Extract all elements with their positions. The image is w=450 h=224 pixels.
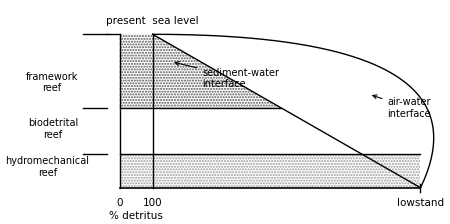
Text: biodetrital
reef: biodetrital reef bbox=[28, 118, 78, 140]
Text: present  sea level: present sea level bbox=[106, 16, 199, 26]
Text: % detritus: % detritus bbox=[109, 211, 163, 221]
Text: 100: 100 bbox=[143, 198, 162, 208]
Text: air-water
interface: air-water interface bbox=[373, 95, 431, 119]
Polygon shape bbox=[120, 34, 281, 108]
Text: sediment-water
interface: sediment-water interface bbox=[175, 62, 279, 89]
Text: framework
reef: framework reef bbox=[26, 72, 78, 93]
Polygon shape bbox=[120, 154, 420, 188]
Text: lowstand: lowstand bbox=[397, 198, 444, 208]
Text: 0: 0 bbox=[117, 198, 123, 208]
Text: hydromechanical
reef: hydromechanical reef bbox=[5, 156, 90, 177]
Polygon shape bbox=[120, 108, 362, 154]
Polygon shape bbox=[153, 34, 434, 188]
